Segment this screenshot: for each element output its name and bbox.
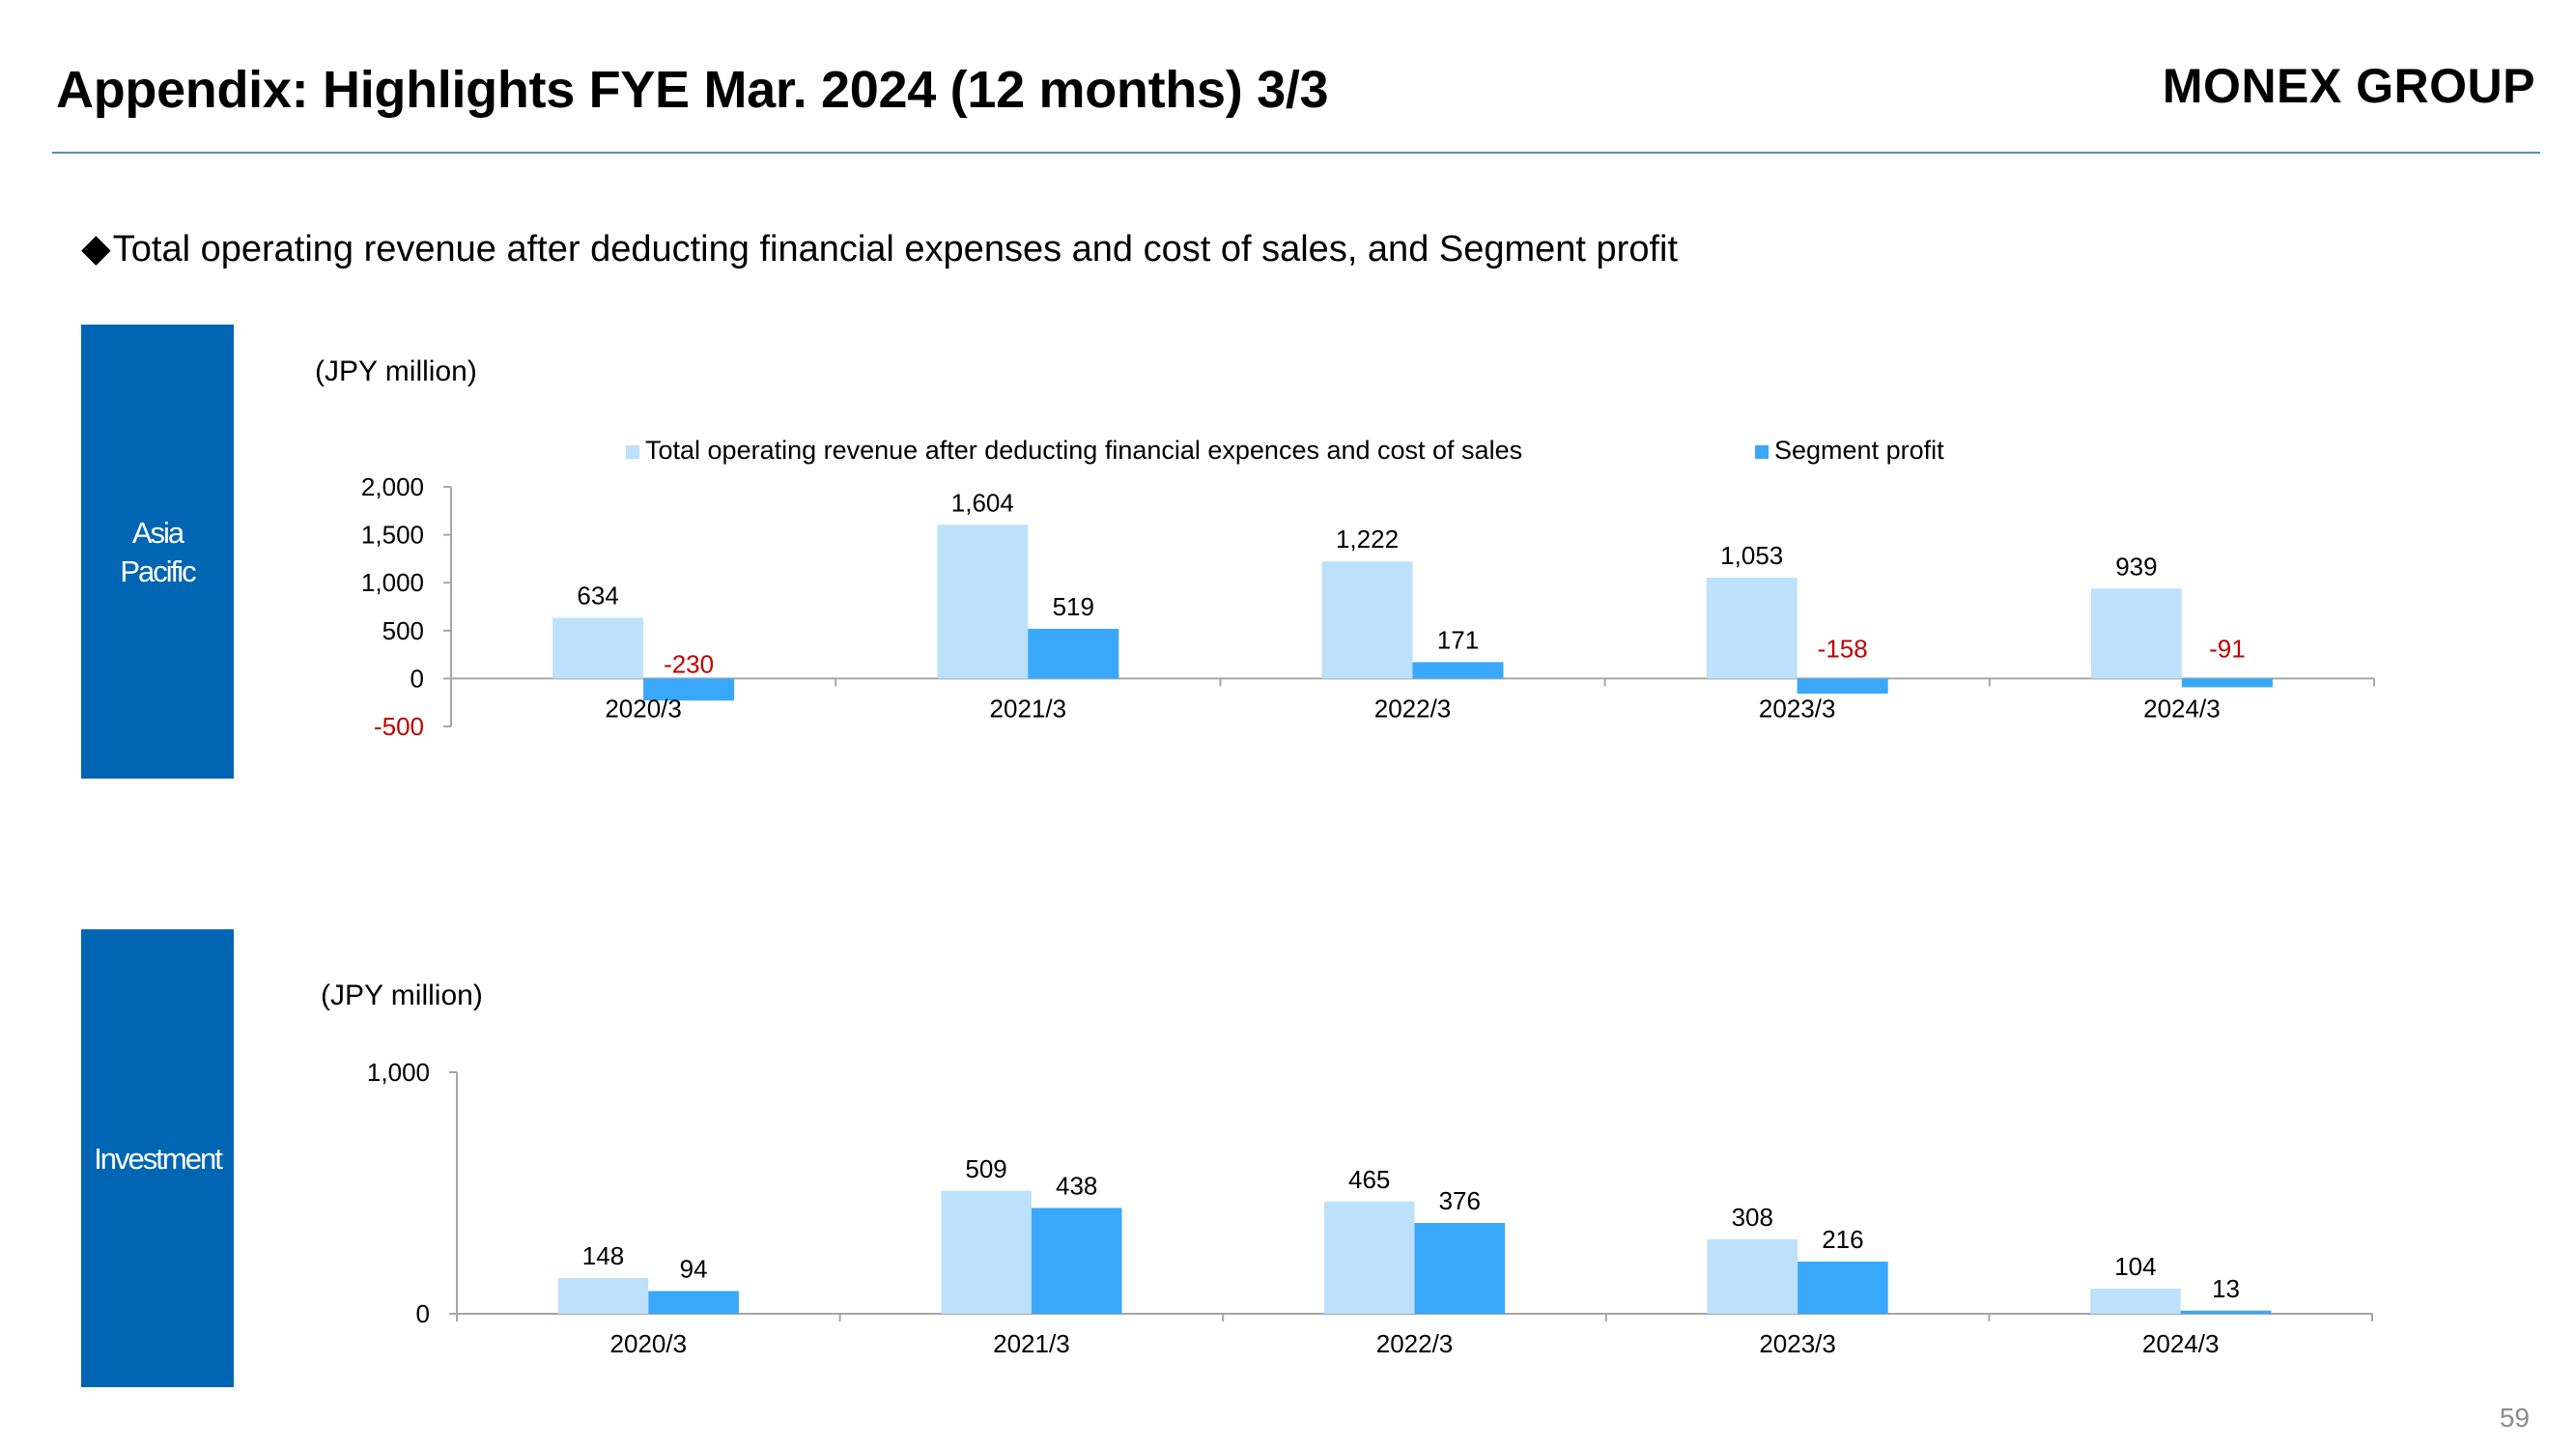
x-tick-label: 2020/3 — [610, 1329, 688, 1358]
segment-profit-bar — [2180, 1310, 2272, 1314]
brand-logo: MONEX GROUP — [2162, 59, 2535, 113]
data-label: 634 — [577, 582, 618, 611]
segment-label-line: Pacific — [120, 554, 196, 588]
diamond-bullet-icon: ◆ — [81, 227, 111, 270]
y-tick-label: 500 — [382, 616, 424, 645]
y-tick-label: 2,000 — [361, 472, 424, 501]
data-label: 13 — [2212, 1274, 2240, 1303]
asia-pacific-chart: Total operating revenue after deducting … — [361, 436, 2375, 741]
data-label: 216 — [1822, 1225, 1863, 1254]
revenue-bar — [2090, 1289, 2181, 1314]
data-label: 438 — [1056, 1172, 1097, 1201]
data-label: 939 — [2115, 552, 2157, 581]
page-title: Appendix: Highlights FYE Mar. 2024 (12 m… — [56, 61, 1329, 119]
y-tick-label: 0 — [410, 664, 424, 693]
subtitle-text: Total operating revenue after deducting … — [112, 229, 1679, 270]
y-tick-label: 1,000 — [367, 1058, 430, 1087]
section-subtitle: ◆Total operating revenue after deducting… — [81, 226, 1678, 270]
segment-profit-bar — [648, 1291, 739, 1314]
header-divider — [52, 152, 2540, 154]
chart-unit-label: (JPY million) — [321, 980, 483, 1011]
page-number: 59 — [2499, 1403, 2530, 1433]
data-label: 94 — [680, 1255, 708, 1284]
segment-profit-bar — [1028, 628, 1119, 679]
data-label: -230 — [664, 649, 714, 678]
revenue-bar — [1321, 561, 1413, 679]
y-tick-label: 1,500 — [361, 521, 424, 550]
revenue-bar — [552, 617, 644, 679]
segment-label-investment: Investment — [81, 929, 234, 1387]
x-tick-label: 2023/3 — [1759, 1329, 1836, 1358]
revenue-bar — [941, 1190, 1032, 1314]
y-tick-label: 1,000 — [361, 568, 424, 597]
segment-profit-bar — [643, 678, 735, 701]
revenue-bar — [2090, 588, 2182, 679]
data-label: 1,222 — [1336, 525, 1399, 554]
x-tick-label: 2024/3 — [2143, 694, 2221, 723]
legend-label: Total operating revenue after deducting … — [645, 436, 1522, 465]
x-tick-label: 2023/3 — [1759, 694, 1836, 723]
chart-unit-label: (JPY million) — [315, 355, 477, 387]
revenue-bar — [1323, 1201, 1415, 1314]
revenue-bar — [937, 525, 1029, 679]
investment-chart: 0 1,000 148 94 2020/3 509 438 2021/3 465 376 2022/… — [367, 1058, 2373, 1358]
data-label: -158 — [1818, 634, 1868, 663]
segment-label-line: Asia — [131, 516, 184, 550]
segment-profit-bar — [2181, 678, 2273, 688]
x-tick-label: 2020/3 — [605, 694, 682, 723]
data-label: 308 — [1732, 1203, 1773, 1232]
y-tick-label: -500 — [374, 712, 424, 741]
data-label: 509 — [965, 1154, 1006, 1183]
data-label: 376 — [1439, 1186, 1481, 1215]
revenue-bar — [1706, 577, 1798, 679]
segment-profit-bar — [1414, 1223, 1506, 1314]
data-label: 148 — [582, 1241, 624, 1270]
data-label: 171 — [1437, 625, 1479, 654]
data-label: 465 — [1348, 1165, 1390, 1194]
data-label: 104 — [2114, 1252, 2156, 1281]
legend-swatch — [626, 445, 639, 459]
y-tick-label: 0 — [416, 1299, 430, 1328]
segment-label-asia-pacific: Asia Pacific — [81, 325, 234, 779]
data-label: 1,053 — [1720, 541, 1783, 570]
legend-swatch — [1755, 445, 1769, 459]
x-tick-label: 2022/3 — [1376, 1329, 1454, 1358]
revenue-bar — [557, 1278, 649, 1314]
x-tick-label: 2024/3 — [2142, 1329, 2220, 1358]
x-tick-label: 2022/3 — [1374, 694, 1452, 723]
segment-profit-bar — [1798, 1262, 1888, 1314]
data-label: 1,604 — [951, 488, 1014, 517]
legend-label: Segment profit — [1774, 436, 1944, 465]
segment-profit-bar — [1031, 1208, 1122, 1314]
segment-label-line: Investment — [94, 1142, 223, 1176]
x-tick-label: 2021/3 — [993, 1329, 1070, 1358]
segment-profit-bar — [1797, 678, 1888, 695]
data-label: -91 — [2209, 634, 2246, 663]
x-tick-label: 2021/3 — [990, 694, 1067, 723]
revenue-bar — [1707, 1239, 1798, 1314]
data-label: 519 — [1053, 592, 1094, 621]
segment-profit-bar — [1412, 662, 1504, 679]
